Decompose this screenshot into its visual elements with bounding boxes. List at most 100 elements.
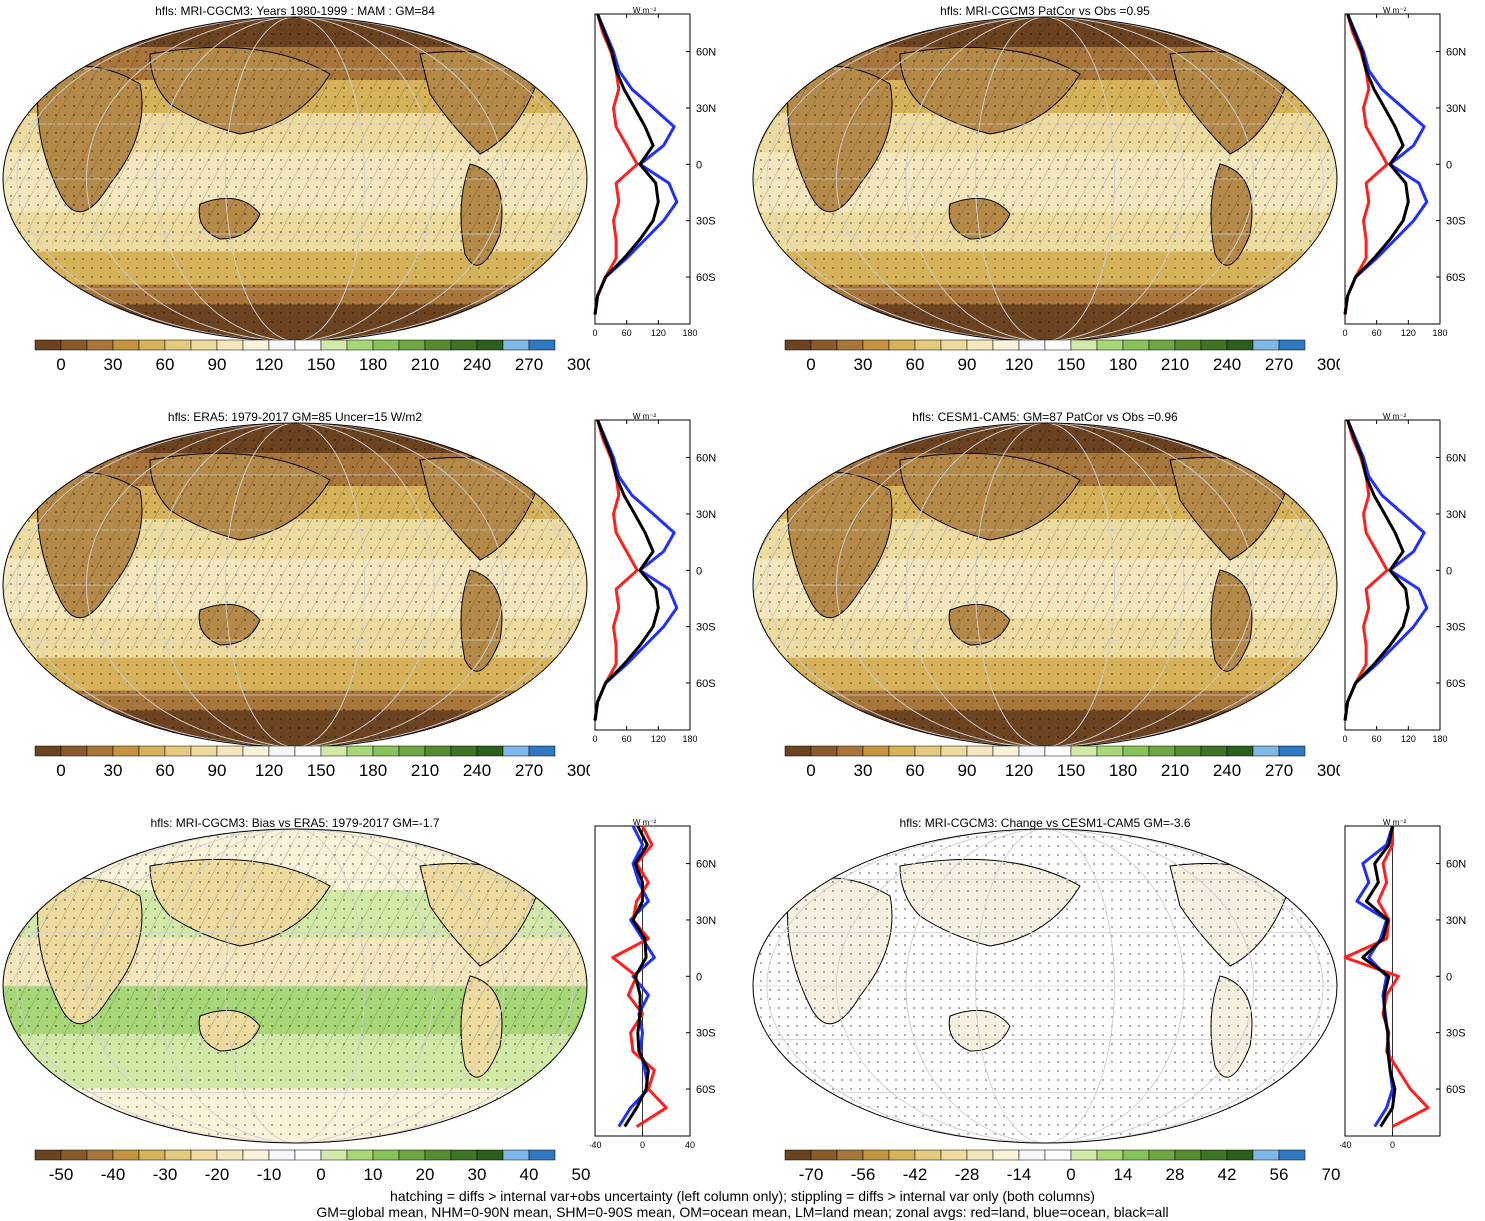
colorbar-swatch: [242, 339, 270, 351]
colorbar-swatch: [1070, 339, 1098, 351]
colorbar: 0 30 60 90 120 150 180 210 240 270 300: [34, 339, 590, 374]
colorbar-label: 0: [806, 355, 815, 374]
panel-p4: hfls: CESM1-CAM5: GM=87 PatCor vs Obs =0…: [750, 406, 1485, 786]
colorbar-swatch: [862, 745, 890, 757]
colorbar-label: 270: [515, 761, 543, 780]
colorbar-label: 20: [416, 1165, 435, 1184]
colorbar-swatch: [940, 1149, 968, 1161]
colorbar-swatch: [784, 1149, 812, 1161]
colorbar-swatch: [1044, 1149, 1072, 1161]
colorbar-swatch: [1200, 1149, 1228, 1161]
colorbar-label: 270: [515, 355, 543, 374]
map-title: hfls: MRI-CGCM3: Bias vs ERA5: 1979-2017…: [150, 816, 440, 830]
colorbar-label: 0: [1066, 1165, 1075, 1184]
colorbar-label: 180: [359, 761, 387, 780]
colorbar-swatch: [1148, 745, 1176, 757]
colorbar-label: 50: [572, 1165, 590, 1184]
colorbar-swatch: [1278, 745, 1306, 757]
lat-tick-label: 60N: [1446, 453, 1466, 465]
colorbar-swatch: [1226, 745, 1254, 757]
zonal-unit-label: W m⁻²: [633, 818, 657, 827]
colorbar-label: 240: [463, 761, 491, 780]
colorbar: -50 -40 -30 -20 -10 0 10 20 30 40 50: [34, 1149, 590, 1184]
colorbar-label: 70: [1322, 1165, 1340, 1184]
colorbar-swatch: [1252, 745, 1280, 757]
zonal-x-tick-label: 60: [1372, 328, 1382, 338]
colorbar-swatch: [1174, 745, 1202, 757]
lat-tick-label: 30N: [1446, 103, 1466, 115]
colorbar-label: 150: [307, 761, 335, 780]
colorbar-swatch: [34, 745, 62, 757]
colorbar-swatch: [862, 339, 890, 351]
colorbar-label: 10: [364, 1165, 383, 1184]
lat-tick-label: 60S: [696, 678, 716, 690]
zonal-x-tick-label: 120: [651, 328, 666, 338]
colorbar-label: 240: [1213, 355, 1241, 374]
colorbar-swatch: [940, 339, 968, 351]
colorbar-swatch: [138, 745, 166, 757]
zonal-unit-label: W m⁻²: [1383, 412, 1407, 421]
lat-tick-label: 30N: [696, 103, 716, 115]
lat-tick-label: 30S: [1446, 216, 1466, 228]
lat-tick-label: 30S: [1446, 1028, 1466, 1040]
zonal-x-tick-label: 0: [592, 328, 597, 338]
colorbar-label: 210: [1161, 761, 1189, 780]
colorbar-swatch: [502, 339, 530, 351]
colorbar-swatch: [138, 339, 166, 351]
colorbar-swatch: [914, 745, 942, 757]
zonal-x-tick-label: 180: [682, 328, 697, 338]
colorbar-swatch: [216, 1149, 244, 1161]
colorbar-swatch: [914, 339, 942, 351]
colorbar-label: 150: [1057, 761, 1085, 780]
colorbar-label: 210: [1161, 355, 1189, 374]
lat-tick-label: 0: [1446, 971, 1452, 983]
global-map: [2, 16, 588, 342]
colorbar-swatch: [86, 1149, 114, 1161]
colorbar-swatch: [528, 339, 556, 351]
colorbar-label: 0: [56, 355, 65, 374]
colorbar-label: 150: [307, 355, 335, 374]
zonal-unit-label: W m⁻²: [633, 412, 657, 421]
lat-tick-label: 0: [696, 159, 702, 171]
colorbar-label: 210: [411, 355, 439, 374]
colorbar-swatch: [86, 339, 114, 351]
colorbar-swatch: [992, 339, 1020, 351]
colorbar-label: 120: [1005, 761, 1033, 780]
colorbar-swatch: [940, 745, 968, 757]
colorbar-swatch: [372, 745, 400, 757]
global-map: [2, 828, 588, 1144]
colorbar-swatch: [60, 1149, 88, 1161]
colorbar-swatch: [346, 745, 374, 757]
colorbar-swatch: [1096, 339, 1124, 351]
zonal-unit-label: W m⁻²: [1383, 6, 1407, 15]
panel-p5: hfls: MRI-CGCM3: Bias vs ERA5: 1979-2017…: [0, 812, 720, 1184]
footer-line-2: GM=global mean, NHM=0-90N mean, SHM=0-90…: [316, 1204, 1169, 1220]
colorbar-swatch: [164, 1149, 192, 1161]
colorbar-label: 0: [806, 761, 815, 780]
zonal-x-tick-label: 0: [1342, 328, 1347, 338]
colorbar-swatch: [320, 1149, 348, 1161]
colorbar-label: 210: [411, 761, 439, 780]
colorbar-swatch: [966, 339, 994, 351]
zonal-x-tick-label: 60: [622, 328, 632, 338]
colorbar-swatch: [1148, 1149, 1176, 1161]
colorbar-swatch: [1200, 745, 1228, 757]
lat-tick-label: 0: [696, 971, 702, 983]
lat-tick-label: 30N: [696, 509, 716, 521]
global-map: [2, 422, 588, 748]
zonal-mean-plot: W m⁻² 60N 30N 0 30S 60S 0 60 120 180: [1342, 412, 1466, 744]
colorbar-swatch: [810, 745, 838, 757]
colorbar-swatch: [1226, 1149, 1254, 1161]
colorbar-swatch: [476, 339, 504, 351]
colorbar-label: 120: [255, 355, 283, 374]
lat-tick-label: 30S: [696, 622, 716, 634]
colorbar-label: 40: [520, 1165, 539, 1184]
colorbar-label: 60: [906, 355, 925, 374]
colorbar-swatch: [1018, 745, 1046, 757]
zonal-x-tick-label: 60: [622, 734, 632, 744]
colorbar-swatch: [1044, 745, 1072, 757]
colorbar-label: 0: [316, 1165, 325, 1184]
global-map: [752, 828, 1338, 1144]
colorbar-swatch: [1122, 745, 1150, 757]
colorbar: 0 30 60 90 120 150 180 210 240 270 300: [784, 745, 1340, 780]
